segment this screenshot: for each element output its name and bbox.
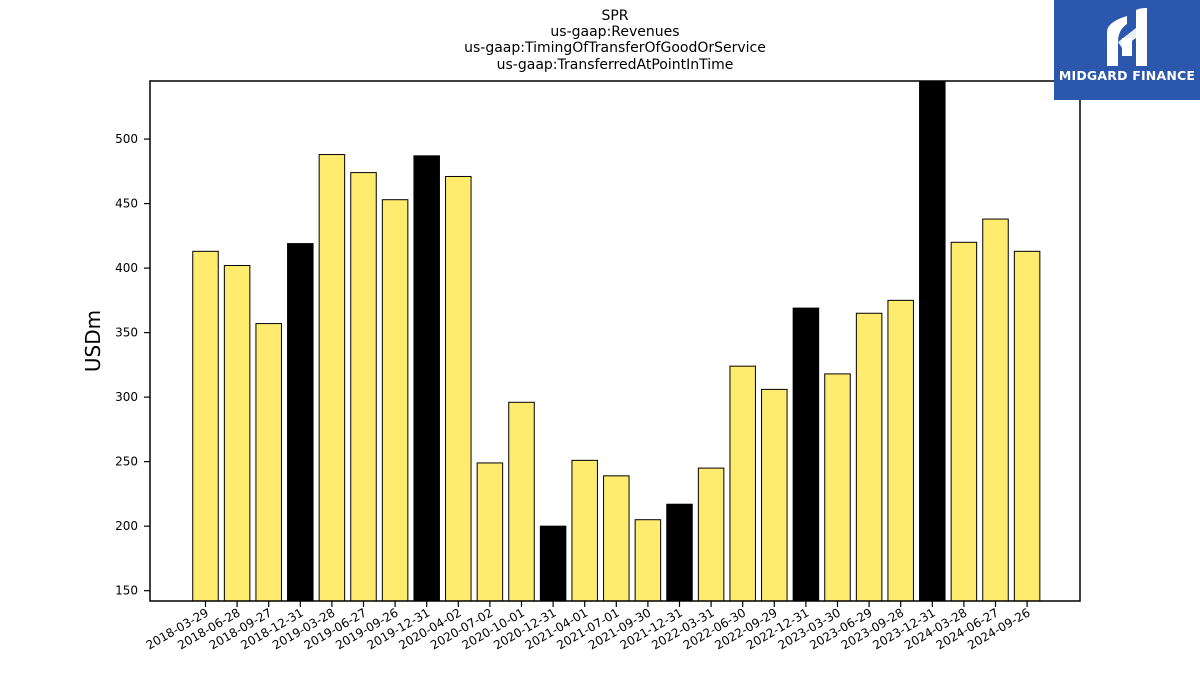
x-axis: 2018-03-292018-06-282018-09-272018-12-31…: [144, 601, 1033, 652]
y-axis: 150 200 250 300 350 400 450 500: [115, 132, 150, 598]
bar-2023-09-28: [887, 299, 914, 602]
bar-2024-09-26: [1013, 250, 1041, 602]
bar-2018-12-31: [287, 243, 314, 602]
y-tick-label: 250: [115, 455, 138, 469]
bar-2018-03-29: [192, 250, 219, 602]
bar-2018-09-27: [255, 323, 282, 602]
bar-2019-03-28: [318, 154, 346, 602]
bar-2022-09-29: [761, 388, 788, 602]
y-tick-label: 300: [115, 390, 138, 404]
bar-2024-03-28: [950, 241, 978, 602]
bar-2019-06-27: [350, 172, 377, 602]
title-line-2: us-gaap:Revenues: [550, 24, 679, 40]
logo-text: MIDGARD FINANCE: [1058, 68, 1196, 83]
bar-2020-10-01: [508, 401, 535, 602]
title-line-3: us-gaap:TimingOfTransferOfGoodOrService: [464, 40, 766, 56]
bar-2018-06-28: [223, 265, 251, 602]
y-tick-label: 500: [115, 132, 138, 146]
bar-2019-12-31: [413, 155, 440, 602]
y-tick-label: 200: [115, 519, 138, 533]
title-line-1: SPR: [601, 8, 628, 24]
bar-2020-12-31: [539, 525, 567, 602]
bar-2023-03-30: [824, 373, 851, 602]
bar-2022-12-31: [792, 307, 820, 602]
bar-2021-09-30: [634, 519, 662, 602]
bar-2024-06-27: [982, 218, 1009, 602]
chart-title: SPR us-gaap:Revenues us-gaap:TimingOfTra…: [464, 8, 766, 73]
bar-2021-12-31: [666, 503, 693, 602]
plot-frame: [149, 80, 1081, 602]
bar-2023-12-31: [919, 80, 946, 602]
bar-2020-07-02: [476, 462, 504, 602]
bar-2023-06-29: [855, 312, 883, 602]
title-line-4: us-gaap:TransferredAtPointInTime: [497, 57, 734, 73]
bar-2019-09-26: [381, 199, 409, 602]
y-tick-label: 450: [115, 197, 138, 211]
y-tick-label: 150: [115, 584, 138, 598]
y-axis-label: USDm: [81, 310, 105, 372]
bars-group: [192, 80, 1041, 602]
y-tick-label: 400: [115, 261, 138, 275]
bar-2020-04-02: [445, 175, 472, 602]
bar-2021-04-01: [571, 459, 598, 602]
bar-2021-07-01: [603, 475, 630, 602]
bar-2022-03-31: [697, 467, 725, 602]
y-tick-label: 350: [115, 326, 138, 340]
logo: MIDGARD FINANCE: [1054, 0, 1200, 100]
midgard-logo-icon: [1107, 8, 1147, 66]
bar-2022-06-30: [729, 365, 756, 602]
